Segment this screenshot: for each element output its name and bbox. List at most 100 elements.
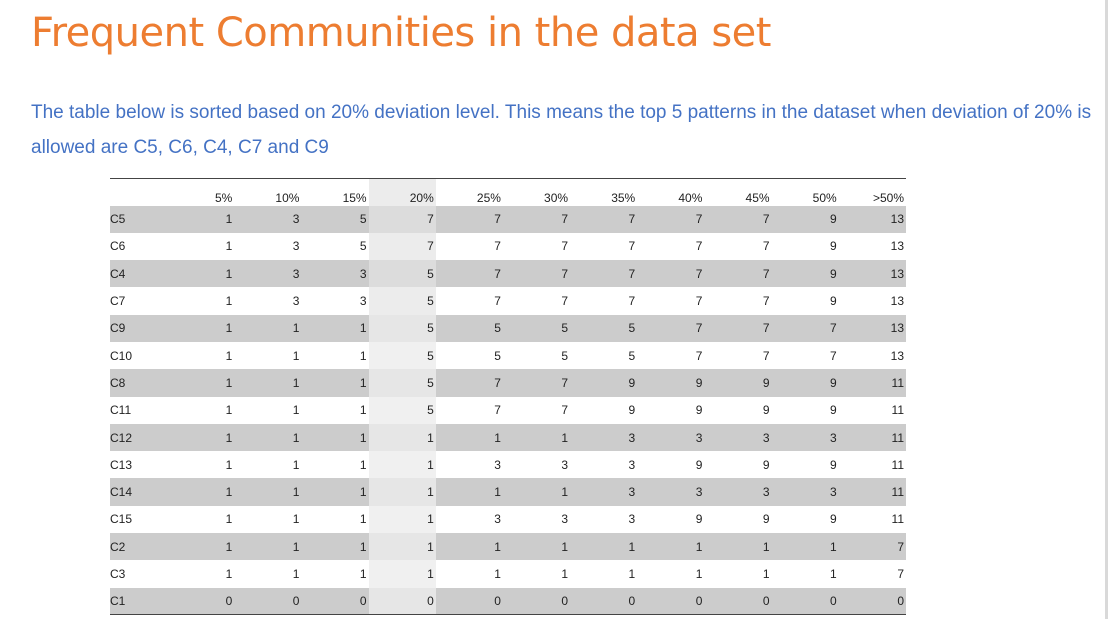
- table-cell: 1: [184, 451, 235, 479]
- table-cell: 3: [570, 423, 638, 452]
- table-cell: 1: [234, 369, 302, 397]
- table-cell: 3: [301, 287, 369, 315]
- table-cell: 9: [637, 369, 705, 397]
- table-cell: 9: [771, 396, 839, 424]
- column-header: 50%: [771, 178, 839, 206]
- communities-table-container: 5% 10% 15% 20% 25% 30% 35% 40% 45% 50% >50% C5 1 3 5 7…: [110, 178, 906, 616]
- table-cell: 7: [704, 260, 772, 288]
- table-cell: 13: [838, 314, 906, 342]
- table-cell: 5: [368, 260, 436, 288]
- table-cell: 7: [502, 232, 571, 261]
- table-cell: 9: [704, 505, 772, 534]
- table-cell: 1: [301, 451, 369, 479]
- table-cell: 7: [838, 533, 906, 561]
- table-cell: 7: [435, 396, 503, 424]
- table-cell: 1: [570, 560, 638, 588]
- table-cell: 1: [435, 560, 503, 588]
- table-cell: 9: [637, 451, 705, 479]
- table-cell: 7: [368, 232, 436, 261]
- table-cell: 7: [637, 232, 705, 261]
- table-cell: 9: [771, 505, 839, 534]
- column-header: [110, 178, 185, 206]
- table-cell: 1: [184, 314, 235, 342]
- table-cell: 1: [502, 478, 571, 506]
- row-label: C2: [110, 533, 185, 561]
- table-cell: 9: [771, 205, 839, 233]
- row-label: C6: [110, 232, 185, 261]
- table-cell: 1: [184, 341, 235, 370]
- table-cell: 7: [570, 287, 638, 315]
- table-cell: 5: [301, 205, 369, 233]
- table-row: C13 1 1 1 1 3 3 3 9 9 9 11: [110, 451, 906, 479]
- table-cell: 3: [570, 451, 638, 479]
- table-row: C3 1 1 1 1 1 1 1 1 1 1 7: [110, 560, 906, 588]
- table-cell: 9: [704, 369, 772, 397]
- table-cell: 9: [570, 396, 638, 424]
- table-row: C6 1 3 5 7 7 7 7 7 7 9 13: [110, 232, 906, 261]
- table-cell: 1: [502, 423, 571, 452]
- table-cell: 9: [771, 232, 839, 261]
- row-label: C4: [110, 260, 185, 288]
- table-cell: 5: [368, 396, 436, 424]
- table-cell: 1: [301, 396, 369, 424]
- table-cell: 9: [637, 396, 705, 424]
- table-cell: 7: [502, 369, 571, 397]
- table-cell: 5: [435, 341, 503, 370]
- table-cell: 13: [838, 341, 906, 370]
- table-row: C7 1 3 3 5 7 7 7 7 7 9 13: [110, 287, 906, 315]
- table-cell: 9: [704, 396, 772, 424]
- table-cell: 1: [234, 314, 302, 342]
- table-row: C11 1 1 1 5 7 7 9 9 9 9 11: [110, 396, 906, 424]
- row-label: C8: [110, 369, 185, 397]
- table-cell: 1: [771, 560, 839, 588]
- row-label: C11: [110, 396, 185, 424]
- row-label: C9: [110, 314, 185, 342]
- table-cell: 1: [184, 369, 235, 397]
- table-cell: 11: [838, 396, 906, 424]
- table-cell: 5: [502, 341, 571, 370]
- page-edge-scrollbar: [1105, 0, 1108, 619]
- table-cell: 5: [435, 314, 503, 342]
- table-cell: 1: [301, 369, 369, 397]
- table-cell: 5: [502, 314, 571, 342]
- table-row: C15 1 1 1 1 3 3 3 9 9 9 11: [110, 505, 906, 534]
- communities-table: 5% 10% 15% 20% 25% 30% 35% 40% 45% 50% >50% C5 1 3 5 7…: [110, 178, 906, 616]
- table-body: C5 1 3 5 7 7 7 7 7 7 9 13 C6 1 3 5 7 7 7 7 7 7 9 13 C4 1 3 3 5 7 7 7 7 7 9…: [110, 205, 906, 616]
- table-cell: 1: [368, 533, 436, 561]
- table-cell: 9: [570, 369, 638, 397]
- table-cell: 7: [570, 232, 638, 261]
- table-cell: 11: [838, 423, 906, 452]
- column-header: 5%: [184, 178, 235, 206]
- table-cell: 3: [570, 478, 638, 506]
- table-cell: 9: [771, 369, 839, 397]
- column-header: 20%: [368, 178, 436, 206]
- table-cell: 0: [570, 587, 638, 616]
- table-cell: 1: [234, 423, 302, 452]
- row-label: C7: [110, 287, 185, 315]
- table-cell: 11: [838, 451, 906, 479]
- table-cell: 1: [435, 533, 503, 561]
- table-cell: 1: [184, 505, 235, 534]
- table-cell: 1: [435, 423, 503, 452]
- table-cell: 3: [570, 505, 638, 534]
- table-cell: 7: [637, 287, 705, 315]
- table-cell: 5: [368, 314, 436, 342]
- table-row: C4 1 3 3 5 7 7 7 7 7 9 13: [110, 260, 906, 288]
- table-cell: 3: [771, 423, 839, 452]
- row-label: C1: [110, 587, 185, 616]
- table-cell: 1: [184, 232, 235, 261]
- table-cell: 0: [368, 587, 436, 616]
- column-header: 45%: [704, 178, 772, 206]
- row-label: C3: [110, 560, 185, 588]
- table-header-row: 5% 10% 15% 20% 25% 30% 35% 40% 45% 50% >50%: [110, 178, 906, 206]
- page-title: Frequent Communities in the data set: [31, 10, 771, 56]
- table-cell: 1: [234, 341, 302, 370]
- column-header: >50%: [838, 178, 906, 206]
- table-cell: 7: [570, 260, 638, 288]
- table-cell: 3: [234, 287, 302, 315]
- table-row: C1 0 0 0 0 0 0 0 0 0 0 0: [110, 587, 906, 616]
- table-cell: 13: [838, 287, 906, 315]
- table-cell: 5: [368, 287, 436, 315]
- table-cell: 1: [184, 533, 235, 561]
- table-cell: 7: [704, 314, 772, 342]
